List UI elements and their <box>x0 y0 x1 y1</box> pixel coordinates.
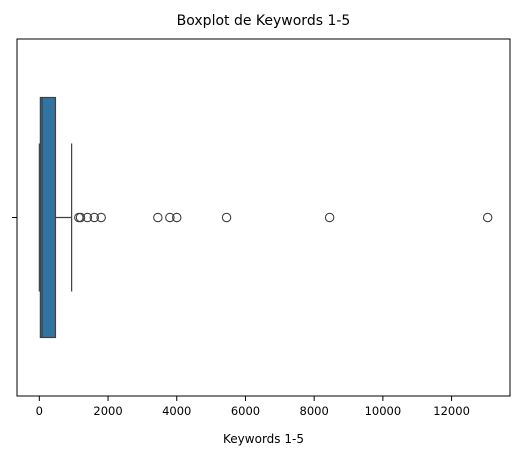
x-axis-label: Keywords 1-5 <box>223 432 304 446</box>
x-tick-label: 2000 <box>93 404 122 418</box>
outlier-point <box>172 212 182 223</box>
iqr-box <box>39 96 57 339</box>
plot-area: 0 2000 4000 6000 8000 10000 12000 <box>12 38 511 418</box>
outlier-point <box>89 212 100 223</box>
x-tick-label: 12000 <box>433 404 470 418</box>
outlier-point <box>221 212 232 223</box>
x-tick-label: 8000 <box>300 404 329 418</box>
plot-frame <box>16 38 511 397</box>
x-tick-label: 10000 <box>365 404 402 418</box>
outlier-point <box>96 212 106 223</box>
outlier-point <box>153 212 163 223</box>
outlier-point <box>75 212 86 223</box>
x-tick-label: 4000 <box>162 404 191 418</box>
outlier-point <box>324 212 335 223</box>
outlier-point <box>82 212 93 223</box>
x-tick-label: 6000 <box>231 404 260 418</box>
x-tick-label: 0 <box>36 404 43 418</box>
outlier-point <box>165 212 175 223</box>
chart-title: Boxplot de Keywords 1-5 <box>177 13 351 29</box>
outlier-point <box>482 212 493 223</box>
